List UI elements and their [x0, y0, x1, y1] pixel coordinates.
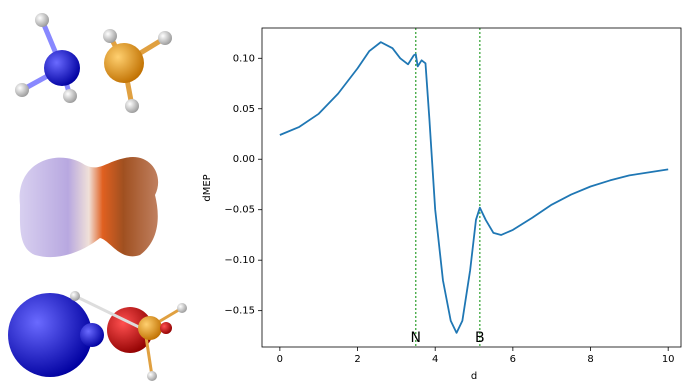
data-line: [280, 42, 668, 333]
y-tick-label: 0.10: [233, 53, 255, 64]
marker-label: N: [411, 330, 421, 346]
plot-frame: [262, 28, 681, 347]
x-tick-label: 4: [432, 354, 438, 365]
x-axis-label: d: [471, 371, 477, 382]
y-axis-label: dMEP: [202, 174, 213, 201]
molecule-orbitals: [8, 291, 187, 381]
y-tick-label: −0.05: [224, 205, 255, 216]
x-tick-label: 0: [277, 354, 283, 365]
molecule-ball-stick: [15, 13, 172, 113]
screenshot: d dMEP −0.15 −0.10 −0.05 0.00 0.05 0.10 0 2 4 6 8 1…: [0, 0, 683, 382]
plot: d dMEP −0.15 −0.10 −0.05 0.00 0.05 0.10 0 2 4 6 8 1…: [202, 28, 681, 382]
molecule-density-surface: [20, 157, 159, 257]
x-tick-label: 6: [510, 354, 516, 365]
figure: d dMEP −0.15 −0.10 −0.05 0.00 0.05 0.10 0 2 4 6 8 1…: [0, 0, 683, 382]
y-tick-label: −0.15: [224, 306, 255, 317]
y-tick-label: 0.05: [233, 104, 255, 115]
y-tick-label: 0.00: [233, 154, 255, 165]
marker-label: B: [475, 330, 485, 346]
y-tick-label: −0.10: [224, 255, 255, 266]
x-tick-label: 10: [662, 354, 675, 365]
x-tick-label: 8: [587, 354, 593, 365]
x-tick-label: 2: [354, 354, 360, 365]
